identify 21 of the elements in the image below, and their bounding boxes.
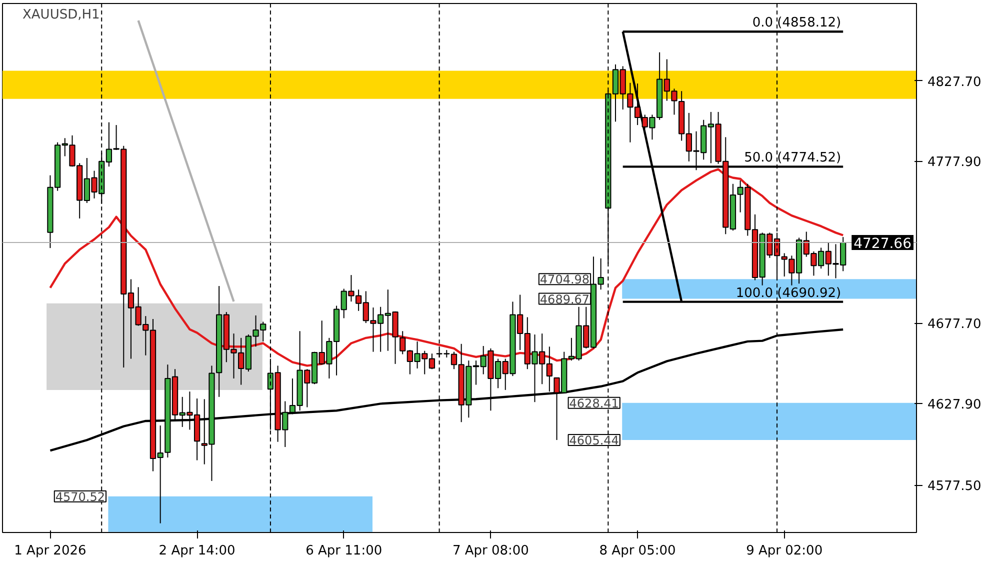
ref-line-label: 4727.66 <box>854 236 912 252</box>
y-tick-label: 4577.50 <box>928 479 982 494</box>
chart-title: XAUUSD,H1 <box>22 8 100 22</box>
annotation: 4628.41 <box>569 396 619 410</box>
y-tick-label: 4627.90 <box>928 398 982 413</box>
x-tick-label: 7 Apr 08:00 <box>452 544 529 558</box>
series-label: 50.0 (4774.52) <box>744 150 842 166</box>
x-tick-label: 6 Apr 11:00 <box>306 544 382 558</box>
annotation: 4570.52 <box>55 490 106 504</box>
y-tick-label: 4677.70 <box>928 317 982 332</box>
x-tick-label: 9 Apr 02:00 <box>746 544 823 558</box>
x-tick-label: 2 Apr 14:00 <box>158 544 236 558</box>
annotation: 4689.67 <box>540 292 590 306</box>
series-label: 0.0 (4858.12) <box>752 16 842 31</box>
y-tick-label: 4827.70 <box>928 74 982 90</box>
x-tick-label: 1 Apr 2026 <box>14 544 86 558</box>
y-tick-label: 4777.90 <box>928 155 982 170</box>
annotation: 4605.44 <box>569 433 619 448</box>
annotation: 4704.98 <box>540 272 590 287</box>
series-label: 100.0 (4690.92) <box>736 286 842 301</box>
x-tick-label: 8 Apr 05:00 <box>599 544 676 558</box>
